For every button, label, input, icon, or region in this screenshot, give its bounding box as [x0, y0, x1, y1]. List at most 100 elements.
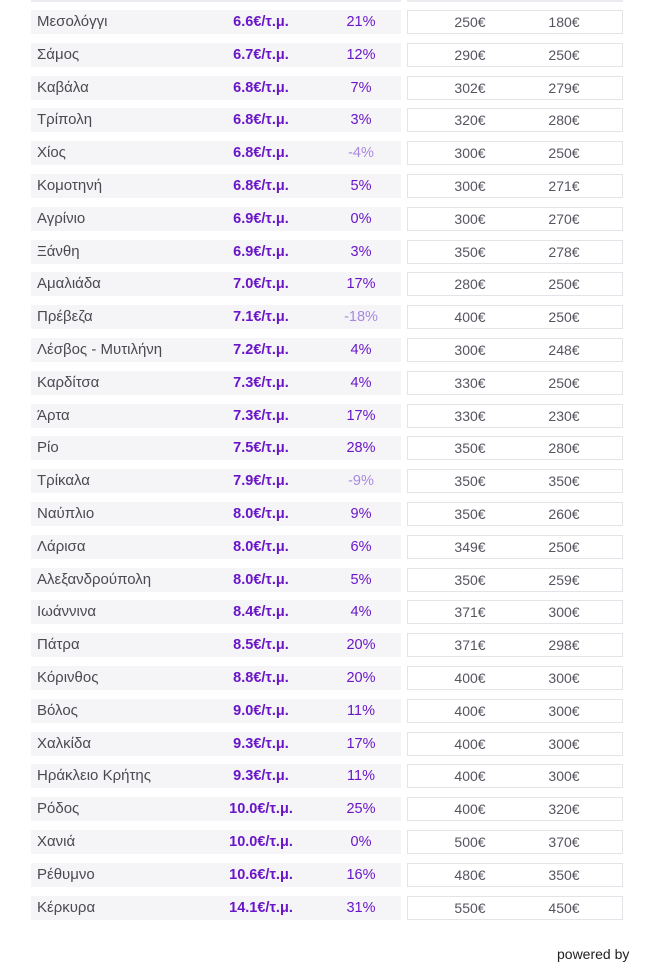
- table-row: Τρίπολη 6.8€/τ.μ. 3% 320€ 280€: [0, 104, 658, 137]
- price-per-sqm: 6.9€/τ.μ.: [233, 243, 289, 260]
- row-values-box: 300€ 270€: [407, 206, 623, 231]
- price-per-sqm: 7.1€/τ.μ.: [233, 309, 289, 326]
- change-percent: 11%: [347, 768, 375, 785]
- powered-by-label: powered by: [557, 946, 630, 962]
- row-values-box: 400€ 300€: [407, 666, 623, 690]
- row-values-box: 300€ 248€: [407, 338, 623, 362]
- row-values-box: 350€ 278€: [407, 239, 623, 264]
- row-values-box: 371€ 300€: [407, 600, 623, 625]
- rent-value-2: 250€: [548, 276, 580, 293]
- rent-value-2: 230€: [548, 407, 580, 424]
- row-values-box: 300€ 271€: [407, 174, 623, 198]
- change-percent: 4%: [350, 374, 372, 391]
- city-name: Ναύπλιο: [37, 505, 95, 522]
- price-per-sqm: 6.6€/τ.μ.: [233, 14, 289, 30]
- table-row: Ρίο 7.5€/τ.μ. 28% 350€ 280€: [0, 432, 658, 465]
- rent-value-2: 280€: [548, 440, 580, 457]
- rent-value-1: 400€: [454, 309, 486, 326]
- change-percent: 11%: [347, 702, 375, 719]
- city-name: Κέρκυρα: [37, 898, 96, 916]
- change-percent: 5%: [350, 178, 372, 194]
- rent-value-1: 300€: [454, 145, 486, 162]
- row-main-cell: Κομοτηνή 6.8€/τ.μ. 5%: [31, 174, 401, 198]
- city-name: Λάρισα: [37, 537, 86, 555]
- city-name: Σάμος: [37, 45, 80, 63]
- city-name: Ιωάννινα: [37, 603, 97, 621]
- table-row: Ξάνθη 6.9€/τ.μ. 3% 350€ 278€: [0, 236, 658, 269]
- price-per-sqm: 7.0€/τ.μ.: [233, 276, 289, 293]
- rent-value-1: 480€: [454, 866, 486, 883]
- row-values-box: 302€ 279€: [407, 75, 623, 100]
- city-name: Πάτρα: [37, 636, 80, 654]
- city-name: Λέσβος - Μυτιλήνη: [37, 341, 163, 358]
- city-name: Καρδίτσα: [37, 373, 100, 391]
- row-main-cell: Τρίπολη 6.8€/τ.μ. 3%: [31, 108, 401, 133]
- row-values-box: 320€ 280€: [407, 108, 623, 133]
- row-main-cell: Ρίο 7.5€/τ.μ. 28%: [31, 436, 401, 461]
- rent-value-1: 300€: [454, 342, 486, 358]
- row-values-box: 480€ 350€: [407, 862, 623, 887]
- price-per-sqm: 6.7€/τ.μ.: [233, 46, 289, 63]
- top-divider: [31, 0, 401, 2]
- price-per-sqm: 10.0€/τ.μ.: [229, 834, 293, 850]
- rent-value-2: 270€: [548, 210, 580, 227]
- price-per-sqm: 7.2€/τ.μ.: [233, 342, 289, 358]
- rent-value-2: 300€: [548, 735, 580, 752]
- price-per-sqm: 8.5€/τ.μ.: [233, 637, 289, 654]
- change-percent: 16%: [346, 866, 376, 883]
- rent-value-2: 180€: [548, 14, 580, 30]
- row-values-box: 371€ 298€: [407, 633, 623, 658]
- row-main-cell: Χανιά 10.0€/τ.μ. 0%: [31, 830, 401, 854]
- row-values-box: 350€ 350€: [407, 469, 623, 494]
- row-values-box: 250€ 180€: [407, 10, 623, 34]
- city-name: Ρίο: [37, 439, 59, 457]
- table-row: Σάμος 6.7€/τ.μ. 12% 290€ 250€: [0, 39, 658, 72]
- table-row: Άρτα 7.3€/τ.μ. 17% 330€ 230€: [0, 400, 658, 433]
- rent-value-1: 300€: [454, 210, 486, 227]
- table-row: Αγρίνιο 6.9€/τ.μ. 0% 300€ 270€: [0, 203, 658, 236]
- rent-value-2: 278€: [548, 243, 580, 260]
- rent-value-1: 280€: [454, 276, 486, 293]
- rent-value-2: 320€: [548, 801, 580, 818]
- rent-value-1: 550€: [454, 899, 486, 916]
- row-values-box: 290€ 250€: [407, 42, 623, 67]
- rent-value-1: 350€: [454, 440, 486, 457]
- table-row: Αμαλιάδα 7.0€/τ.μ. 17% 280€ 250€: [0, 268, 658, 301]
- table-row: Κομοτηνή 6.8€/τ.μ. 5% 300€ 271€: [0, 170, 658, 203]
- rent-value-2: 250€: [548, 538, 580, 555]
- row-main-cell: Ηράκλειο Κρήτης 9.3€/τ.μ. 11%: [31, 764, 401, 789]
- row-main-cell: Κέρκυρα 14.1€/τ.μ. 31%: [31, 895, 401, 920]
- table-row: Χίος 6.8€/τ.μ. -4% 300€ 250€: [0, 137, 658, 170]
- rent-value-2: 250€: [548, 145, 580, 162]
- table-row: Βόλος 9.0€/τ.μ. 11% 400€ 300€: [0, 695, 658, 728]
- row-main-cell: Ρέθυμνο 10.6€/τ.μ. 16%: [31, 862, 401, 887]
- price-per-sqm: 6.8€/τ.μ.: [233, 145, 289, 162]
- city-name: Βόλος: [37, 701, 78, 719]
- rent-value-2: 248€: [548, 342, 580, 358]
- change-percent: 6%: [350, 538, 372, 555]
- city-name: Ρόδος: [37, 800, 80, 818]
- change-percent: 17%: [346, 735, 376, 752]
- row-main-cell: Καβάλα 6.8€/τ.μ. 7%: [31, 75, 401, 100]
- price-per-sqm: 8.0€/τ.μ.: [233, 571, 289, 588]
- city-name: Χίος: [37, 144, 66, 162]
- rent-value-2: 370€: [548, 834, 580, 850]
- change-percent: -4%: [348, 145, 374, 162]
- rent-value-2: 250€: [548, 374, 580, 391]
- row-values-box: 330€ 230€: [407, 403, 623, 428]
- rent-value-1: 371€: [454, 637, 486, 654]
- city-name: Κομοτηνή: [37, 177, 103, 194]
- price-per-sqm: 8.4€/τ.μ.: [233, 604, 289, 621]
- city-name: Τρίκαλα: [37, 472, 90, 490]
- row-main-cell: Άρτα 7.3€/τ.μ. 17%: [31, 403, 401, 428]
- row-values-box: 400€ 300€: [407, 764, 623, 789]
- city-name: Χαλκίδα: [37, 734, 92, 752]
- price-per-sqm: 9.3€/τ.μ.: [233, 768, 289, 785]
- price-per-sqm: 10.6€/τ.μ.: [229, 866, 293, 883]
- row-main-cell: Πρέβεζα 7.1€/τ.μ. -18%: [31, 305, 401, 330]
- change-percent: 5%: [350, 571, 372, 588]
- city-name: Αγρίνιο: [37, 209, 86, 227]
- rent-value-2: 271€: [548, 178, 580, 194]
- change-percent: 4%: [350, 604, 372, 621]
- rent-value-2: 250€: [548, 309, 580, 326]
